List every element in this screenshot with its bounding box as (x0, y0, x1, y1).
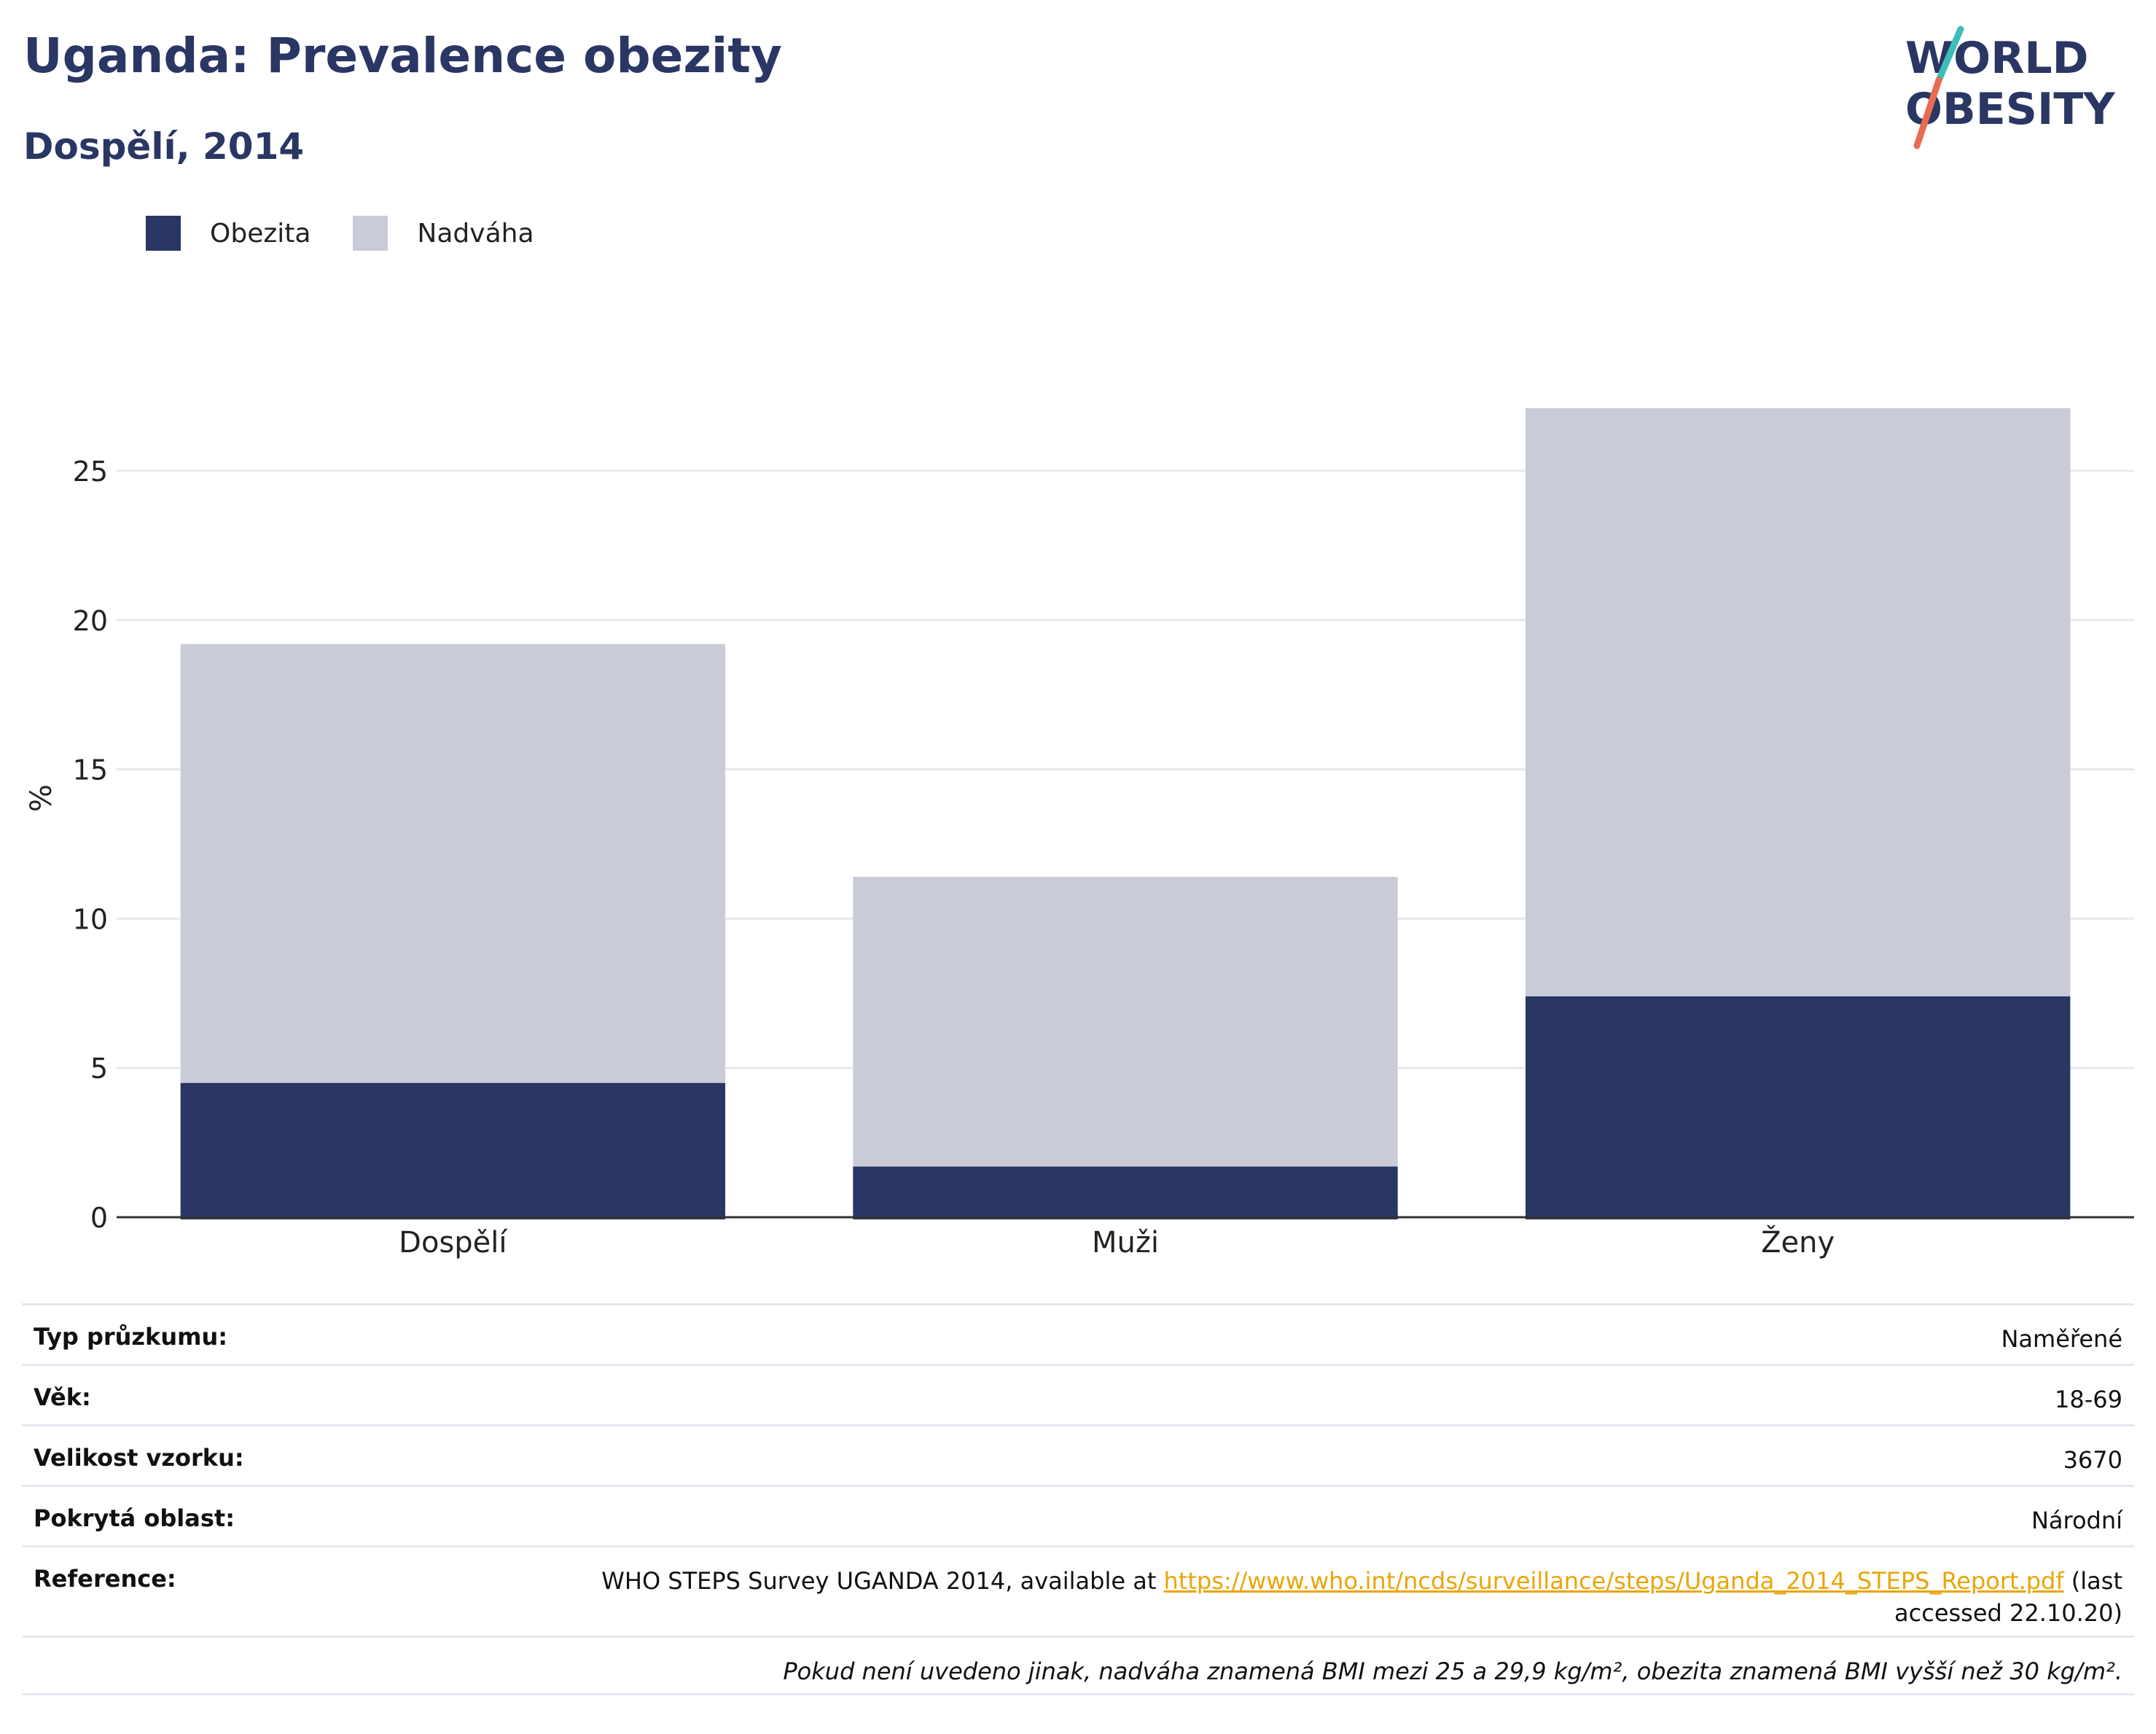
info-value: 3670 (2063, 1446, 2122, 1474)
info-row-coverage: Pokrytá oblast: Národní (22, 1485, 2134, 1545)
legend-label-obezita: Obezita (210, 218, 311, 249)
page-subtitle: Dospělí, 2014 (23, 125, 305, 168)
x-tick-label: Dospělí (399, 1226, 508, 1260)
logo-word-world: WORLD (1905, 33, 2088, 84)
info-value: Národní (2031, 1507, 2122, 1534)
bar-chart: 0 5 10 15 20 25% Dospělí Muži Ženy (25, 408, 2134, 1260)
info-label: Věk: (34, 1383, 91, 1411)
bar-obezita-1 (853, 1166, 1398, 1219)
info-row-note: Pokud není uvedeno jinak, nadváha znamen… (22, 1636, 2134, 1695)
y-tick-label: 25 (73, 456, 108, 488)
page-title: Uganda: Prevalence obezity (23, 28, 782, 84)
reference-text-before: WHO STEPS Survey UGANDA 2014, available … (601, 1567, 1164, 1595)
x-tick-label: Muži (1092, 1226, 1159, 1260)
y-axis-label: % (25, 784, 58, 812)
info-label: Velikost vzorku: (34, 1444, 244, 1472)
info-label: Typ průzkumu: (34, 1323, 228, 1351)
info-row-sample-size: Velikost vzorku: 3670 (22, 1424, 2134, 1485)
bar-obezita-0 (180, 1082, 726, 1219)
reference-link[interactable]: https://www.who.int/ncds/surveillance/st… (1163, 1567, 2064, 1595)
y-tick-label: 10 (73, 903, 108, 935)
y-tick-label: 5 (90, 1052, 108, 1085)
logo-slash-top (1935, 26, 1964, 84)
legend-swatch-obezita (146, 216, 181, 251)
bar-nadváha-0 (180, 644, 726, 1083)
info-row-age: Věk: 18-69 (22, 1364, 2134, 1424)
x-tick-label: Ženy (1761, 1225, 1835, 1260)
logo-word-obesity: OBESITY (1905, 84, 2116, 135)
info-label: Pokrytá oblast: (34, 1504, 235, 1532)
bar-nadváha-1 (853, 877, 1398, 1167)
y-tick-label: 15 (73, 754, 108, 786)
legend-item-obezita[interactable]: Obezita (146, 216, 310, 251)
survey-info-table: Typ průzkumu: Naměřené Věk: 18-69 Veliko… (22, 1303, 2134, 1695)
bar-nadváha-2 (1525, 408, 2071, 996)
info-row-reference: Reference: WHO STEPS Survey UGANDA 2014,… (22, 1545, 2134, 1636)
chart-legend: Obezita Nadváha (146, 216, 577, 251)
y-tick-label: 20 (73, 605, 108, 637)
bar-obezita-2 (1525, 996, 2071, 1219)
bmi-definition-note: Pokud není uvedeno jinak, nadváha znamen… (783, 1657, 2122, 1685)
legend-item-nadvaha[interactable]: Nadváha (353, 216, 534, 251)
legend-label-nadvaha: Nadváha (417, 218, 534, 249)
info-row-survey-type: Typ průzkumu: Naměřené (22, 1303, 2134, 1364)
logo-slash-bottom (1913, 77, 1942, 149)
y-tick-label: 0 (90, 1202, 108, 1234)
world-obesity-logo: WORLD OBESITY (1905, 26, 2116, 149)
legend-swatch-nadvaha (353, 216, 388, 251)
info-value: 18-69 (2055, 1386, 2122, 1413)
reference-text: WHO STEPS Survey UGANDA 2014, available … (519, 1565, 2122, 1629)
info-value: Naměřené (2001, 1325, 2122, 1353)
reference-text-after: (last accessed 22.10.20) (1894, 1567, 2122, 1627)
info-label: Reference: (34, 1565, 176, 1593)
